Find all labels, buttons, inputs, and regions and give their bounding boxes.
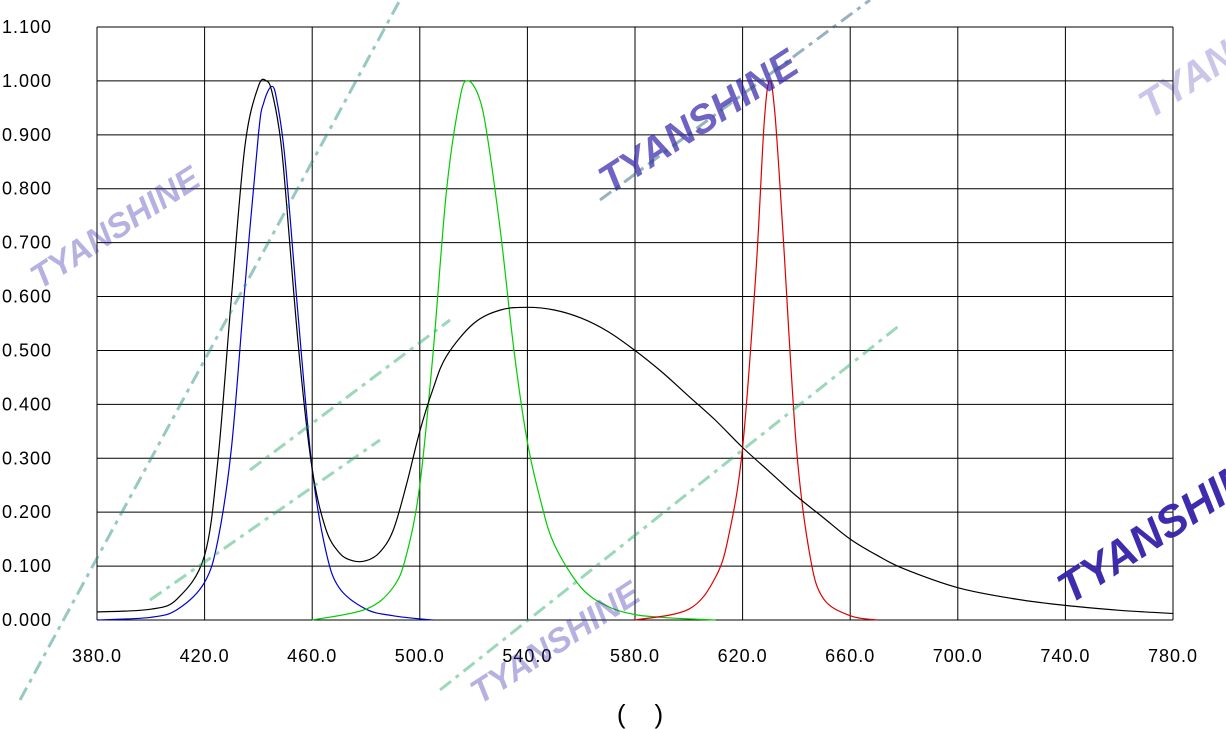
series-line-2 xyxy=(312,80,716,621)
watermark-text: TYANSHINE xyxy=(464,573,648,711)
series-line-4 xyxy=(96,78,1174,615)
x-tick-label: 420.0 xyxy=(180,646,230,666)
y-tick-label: 0.400 xyxy=(2,394,52,414)
x-tick-label: 740.0 xyxy=(1040,646,1090,666)
watermark-streak xyxy=(439,323,901,692)
y-tick-label: 0.000 xyxy=(2,610,52,630)
x-tick-label: 460.0 xyxy=(287,646,337,666)
watermark-text: TYANSHINE xyxy=(1131,0,1226,128)
watermark-streak xyxy=(249,318,451,472)
y-tick-label: 0.900 xyxy=(2,125,52,145)
y-tick-label: 0.100 xyxy=(2,556,52,576)
x-tick-label: 500.0 xyxy=(395,646,445,666)
x-tick-label: 660.0 xyxy=(825,646,875,666)
y-tick-label: 1.100 xyxy=(2,17,52,37)
x-tick-label: 580.0 xyxy=(610,646,660,666)
series-layer xyxy=(96,78,1174,621)
watermark-streak xyxy=(149,438,381,602)
grid-lines xyxy=(96,26,1174,621)
series-line-1 xyxy=(96,85,434,621)
y-tick-label: 0.300 xyxy=(2,448,52,468)
series-line-3 xyxy=(634,80,878,621)
y-tick-labels: 0.000 0.100 0.200 0.300 0.400 0.500 0.600 0.700… xyxy=(2,17,52,630)
watermark-streak xyxy=(18,0,402,701)
y-tick-label: 0.200 xyxy=(2,502,52,522)
x-tick-label: 780.0 xyxy=(1148,646,1198,666)
x-tick-labels: 380.0 420.0 460.0 500.0 540.0 580.0 620.0 660.0… xyxy=(72,646,1198,666)
y-tick-label: 0.600 xyxy=(2,287,52,307)
watermark-text: TYANSHINE xyxy=(1049,435,1226,614)
x-tick-label: 540.0 xyxy=(502,646,552,666)
x-tick-label: 380.0 xyxy=(72,646,122,666)
watermark-streak xyxy=(599,0,871,202)
watermark-layer: TYANSHINETYANSHINETYANSHINETYANSHINETYAN… xyxy=(18,0,1226,712)
y-tick-label: 0.700 xyxy=(2,233,52,253)
x-tick-label: 700.0 xyxy=(933,646,983,666)
x-tick-label: 620.0 xyxy=(718,646,768,666)
y-tick-label: 0.500 xyxy=(2,340,52,360)
x-axis-label: ( ) xyxy=(617,699,663,729)
y-tick-label: 0.800 xyxy=(2,179,52,199)
y-tick-label: 1.000 xyxy=(2,71,52,91)
watermark-text: TYANSHINE xyxy=(591,41,807,203)
